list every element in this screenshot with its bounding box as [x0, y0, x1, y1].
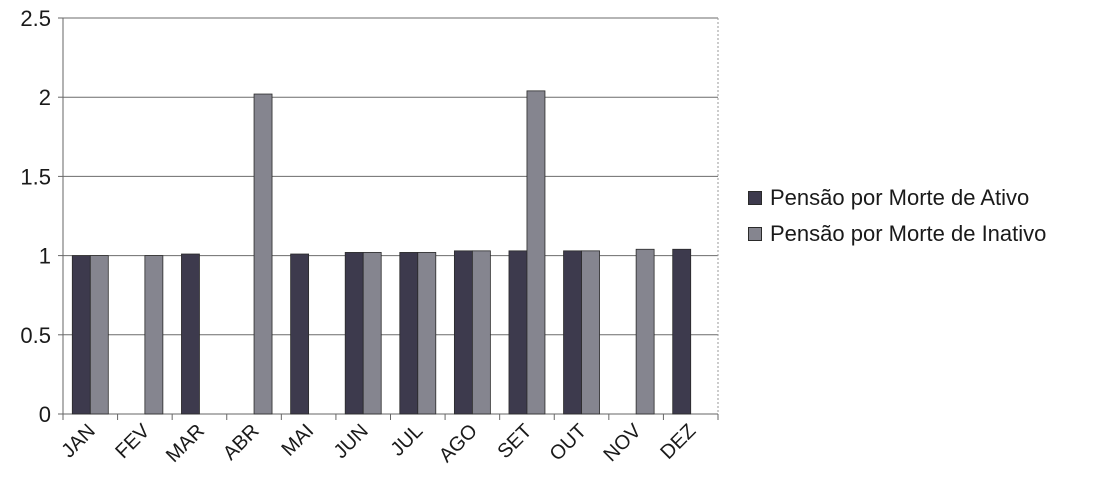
x-tick-label-mai: MAI [277, 420, 318, 461]
x-tick-label-jun: JUN [330, 420, 373, 463]
bar-inativo-nov [635, 248, 655, 415]
bar-ativo-jan [71, 255, 91, 415]
bar-inativo-fev [144, 255, 164, 415]
legend: Pensão por Morte de Ativo Pensão por Mor… [748, 180, 1046, 252]
bar-ativo-jun [344, 252, 364, 415]
bar-inativo-abr [253, 93, 273, 415]
legend-item-ativo: Pensão por Morte de Ativo [748, 180, 1046, 216]
x-axis-ticks: JAN FEV MAR ABR MAI JUN JUL AGO SET OUT NOV DEZ [58, 414, 719, 467]
bar-ativo-out [563, 250, 582, 415]
bars [71, 90, 692, 415]
bar-ativo-dez [672, 248, 692, 415]
bar-inativo-jun [362, 252, 382, 415]
bar-ativo-ago [453, 250, 473, 415]
legend-label-inativo: Pensão por Morte de Inativo [770, 221, 1047, 246]
x-tick-label-set: SET [493, 420, 536, 463]
bar-ativo-mar [181, 253, 200, 415]
x-tick-label-jul: JUL [387, 420, 428, 461]
bar-inativo-ago [471, 250, 491, 415]
x-tick-label-out: OUT [546, 420, 591, 465]
y-tick-label: 1 [39, 244, 51, 269]
x-tick-label-dez: DEZ [656, 420, 700, 464]
gridlines [63, 17, 718, 336]
x-tick-label-fev: FEV [111, 420, 155, 464]
legend-item-inativo: Pensão por Morte de Inativo [748, 216, 1046, 252]
legend-swatch-inativo [748, 227, 762, 241]
y-axis-ticks: 0 0.5 1 1.5 2 2.5 [20, 6, 63, 427]
y-tick-label: 2 [39, 85, 51, 110]
x-tick-label-nov: NOV [599, 420, 646, 467]
y-tick-label: 0 [39, 402, 51, 427]
bar-ativo-jul [399, 252, 419, 415]
bar-inativo-jul [417, 252, 437, 415]
bar-inativo-set [526, 90, 546, 415]
y-tick-label: 2.5 [20, 6, 51, 31]
bar-inativo-out [581, 250, 600, 415]
x-tick-label-ago: AGO [435, 420, 482, 467]
y-tick-label: 1.5 [20, 164, 51, 189]
bar-ativo-mai [290, 253, 310, 415]
legend-label-ativo: Pensão por Morte de Ativo [770, 185, 1030, 210]
x-tick-label-abr: ABR [219, 420, 264, 465]
bar-inativo-jan [89, 255, 109, 415]
bar-ativo-set [508, 250, 528, 415]
x-tick-label-jan: JAN [58, 420, 100, 462]
x-tick-label-mar: MAR [162, 420, 209, 467]
legend-swatch-ativo [748, 191, 762, 205]
y-tick-label: 0.5 [20, 323, 51, 348]
